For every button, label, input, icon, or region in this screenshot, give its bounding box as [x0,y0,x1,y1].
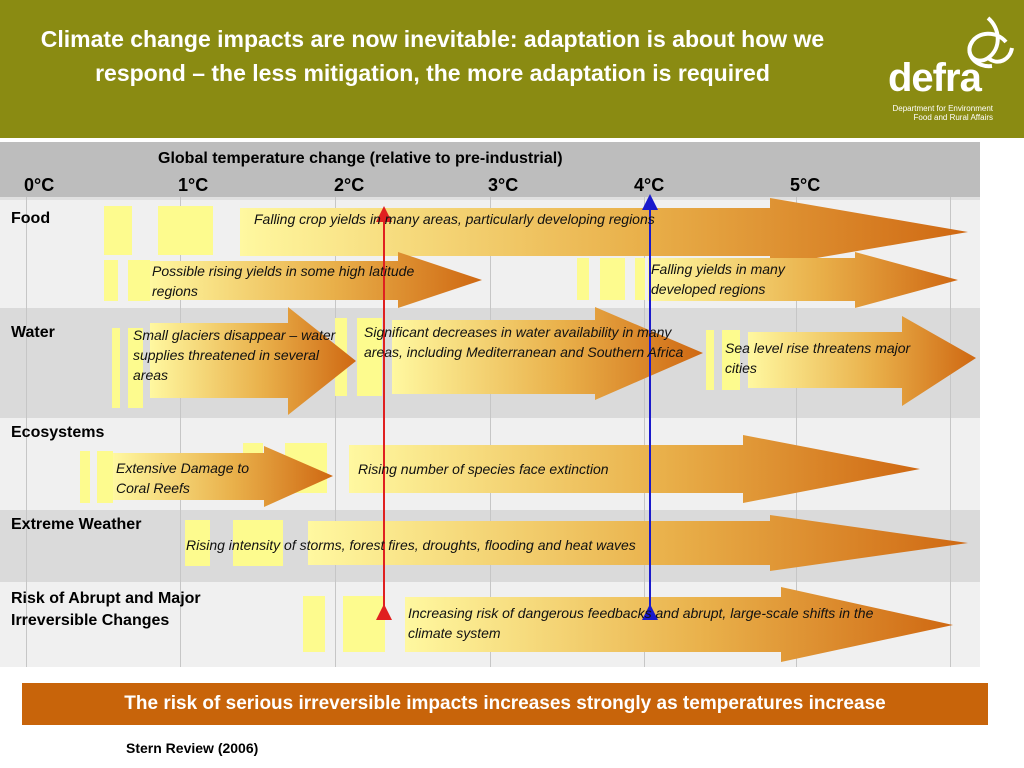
gridline [335,197,336,667]
impact-block [722,330,740,390]
gridline [180,197,181,667]
impact-block [600,258,625,300]
tick-2c: 2°C [334,175,365,195]
tick-1c: 1°C [178,175,209,195]
defra-knot-icon [967,16,1014,69]
arrow-rising-yields-high-latitude [150,252,482,308]
impact-block [635,258,645,300]
tick-4c: 4°C [634,175,665,195]
arrow-text-sea-level: Sea level rise threatens major cities [725,340,911,376]
arrow-text-abrupt-shifts: Increasing risk of dangerous feedbacks a… [408,605,874,641]
tick-3c: 3°C [488,175,519,195]
arrow-text-falling-yields-developed: Falling yields in many developed regions [651,261,785,297]
impact-block [104,260,118,301]
gridline [796,197,797,667]
arrow-coral-reefs [113,446,333,507]
row-label-water: Water [11,324,55,341]
impact-block [185,520,210,566]
impact-block [303,596,325,652]
gridline [26,197,27,667]
impact-block [104,206,132,255]
row-label-abrupt-changes: Risk of Abrupt and Major Irreversible Ch… [11,590,201,629]
arrow-falling-yields-developed [648,252,958,308]
arrow-text-storms: Rising intensity of storms, forest fires… [186,537,636,553]
row-label-extreme-weather: Extreme Weather [11,516,142,533]
header-bar: Climate change impacts are now inevitabl… [0,0,1024,138]
arrow-species-extinction [349,435,920,503]
row-label-ecosystems: Ecosystems [11,424,105,441]
arrow-sea-level-rise [748,316,976,406]
defra-logo: defra [888,56,982,100]
arrow-water-availability [392,307,703,400]
slide-title: Climate change impacts are now inevitabl… [40,26,825,86]
arrow-storms-fires-floods [308,515,968,571]
arrow-text-falling-crop-yields: Falling crop yields in many areas, parti… [254,211,655,227]
impact-block [80,451,90,503]
arrow-text-water-availability: Significant decreases in water availabil… [364,324,684,360]
impact-block [158,206,213,255]
defra-logo-subtitle: Department for Environment Food and Rura… [892,104,994,122]
arrow-falling-crop-yields [240,198,968,266]
tick-0c: 0°C [24,175,55,195]
arrow-glaciers-disappear [150,307,356,415]
impact-block [128,328,143,408]
temperature-axis-bar: Global temperature change (relative to p… [0,142,980,197]
impact-block [577,258,589,300]
impact-block [97,451,113,503]
impact-block [112,328,120,408]
row-label-food: Food [11,210,51,227]
axis-title: Global temperature change (relative to p… [158,150,563,167]
tick-5c: 5°C [790,175,821,195]
impact-block [706,330,714,390]
arrow-text-glaciers: Small glaciers disappear – water supplie… [133,327,336,383]
conclusion-banner: The risk of serious irreversible impacts… [22,683,988,725]
impact-block [128,260,150,301]
arrow-text-rising-yields: Possible rising yields in some high lati… [152,263,415,299]
impact-block [233,520,283,566]
arrow-text-species-extinction: Rising number of species face extinction [358,461,609,477]
gridline [490,197,491,667]
arrow-text-coral-reefs: Extensive Damage to Coral Reefs [116,460,250,496]
gridline [950,197,951,667]
arrow-abrupt-shifts [405,587,953,662]
source-citation: Stern Review (2006) [126,740,259,756]
